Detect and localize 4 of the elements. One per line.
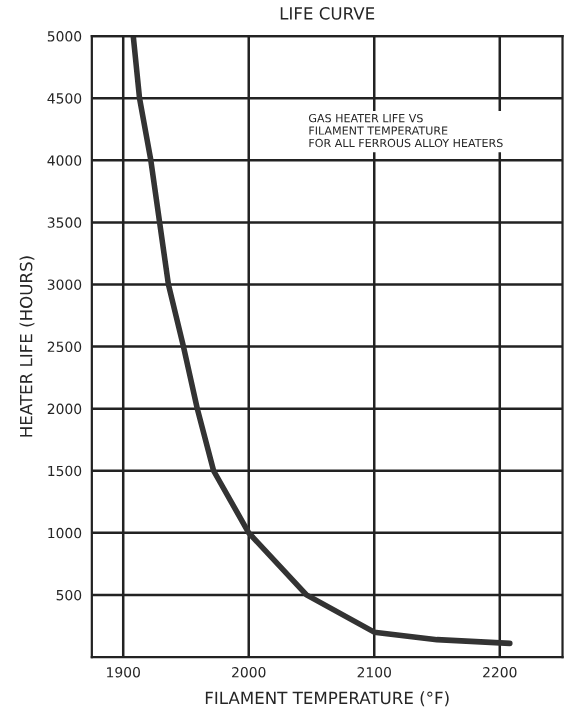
line-series	[130, 36, 513, 647]
x-axis-title: FILAMENT TEMPERATURE (°F)	[205, 691, 449, 707]
chart-title: LIFE CURVE	[280, 7, 375, 20]
y-axis-title: HEATER LIFE (HOURS)	[19, 256, 35, 437]
